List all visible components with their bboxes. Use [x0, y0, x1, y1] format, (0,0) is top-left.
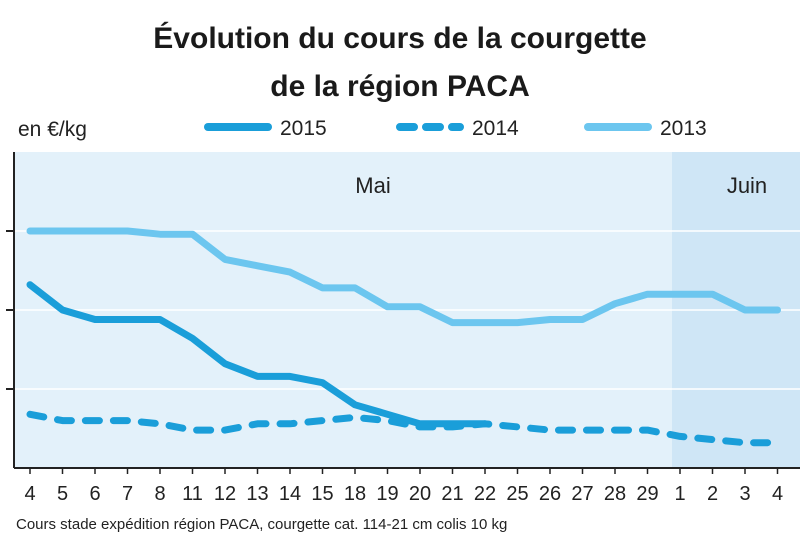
series-line-2014	[26, 410, 781, 447]
x-tick-label: 3	[739, 483, 750, 505]
x-tick-label: 4	[24, 483, 35, 505]
x-tick-label: 2	[707, 483, 718, 505]
legend: 2015 2014 2013	[204, 117, 707, 140]
x-tick-label: 18	[344, 483, 366, 505]
x-tick-label: 7	[122, 483, 133, 505]
x-tick-label: 20	[409, 483, 431, 505]
legend-label-2014: 2014	[472, 117, 519, 140]
legend-label-2015: 2015	[280, 117, 327, 140]
x-tick-label: 11	[182, 483, 203, 505]
x-tick-label: 12	[214, 483, 236, 505]
x-tick-label: 4	[772, 483, 783, 505]
source-note: Cours stade expédition région PACA, cour…	[16, 516, 507, 533]
x-tick-label: 19	[376, 483, 398, 505]
x-tick-label: 25	[506, 483, 528, 505]
x-tick-label: 14	[279, 483, 301, 505]
x-tick-label: 29	[636, 483, 658, 505]
x-tick-label: 13	[246, 483, 268, 505]
x-tick-label: 28	[604, 483, 626, 505]
x-tick-label: 26	[539, 483, 561, 505]
y-ticks	[6, 230, 14, 390]
x-tick-label: 27	[571, 483, 593, 505]
x-tick-label: 5	[57, 483, 68, 505]
chart-subtitle: de la région PACA	[270, 70, 529, 103]
series-line-2013	[26, 227, 781, 327]
x-tick-labels: 4 5 6 7 8 11 12 13 14 15 18 19 20 21 22 25 26 27 28 29 1 2 3 4	[24, 468, 783, 505]
series-line-2015	[26, 281, 489, 428]
month-label-may: Mai	[355, 173, 390, 198]
series-lines	[26, 227, 781, 447]
y-axis-label: en €/kg	[18, 118, 87, 141]
month-label-june: Juin	[727, 173, 767, 198]
x-tick-label: 6	[89, 483, 100, 505]
x-tick-label: 21	[441, 483, 463, 505]
legend-label-2013: 2013	[660, 117, 707, 140]
x-tick-label: 1	[674, 483, 685, 505]
chart-title: Évolution du cours de la courgette	[153, 21, 646, 55]
x-tick-label: 8	[154, 483, 165, 505]
x-tick-label: 22	[474, 483, 496, 505]
x-tick-label: 15	[311, 483, 333, 505]
